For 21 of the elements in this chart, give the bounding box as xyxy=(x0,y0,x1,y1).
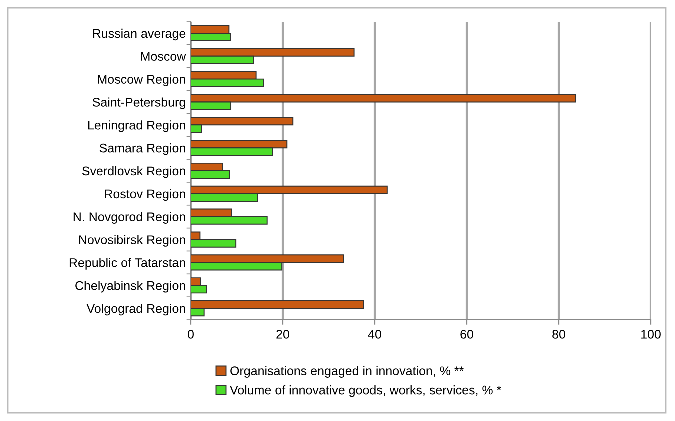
x-tick-label: 100 xyxy=(642,330,661,339)
y-tick-label: Chelyabinsk Region xyxy=(76,281,186,293)
y-tick-label: Volgograd Region xyxy=(86,304,186,316)
x-tick-label: 80 xyxy=(552,330,566,339)
x-tick-label: 0 xyxy=(188,330,194,339)
y-tick-label: Novosibirsk Region xyxy=(79,235,186,247)
legend-label: Volume of innovative goods, works, services, % * xyxy=(230,386,502,398)
y-tick-label: Samara Region xyxy=(100,144,186,156)
y-tick-label: Leningrad Region xyxy=(88,120,186,132)
y-tick-label: N. Novgorod Region xyxy=(74,212,186,224)
y-tick-label: Republic of Tatarstan xyxy=(70,258,186,270)
y-tick-label: Rostov Region xyxy=(105,189,186,202)
y-tick-label: Moscow xyxy=(141,52,186,62)
y-tick-label: Russian average xyxy=(93,28,186,41)
y-tick-label: Saint-Petersburg xyxy=(92,98,186,110)
legend-label: Organisations engaged in innovation, % ** xyxy=(230,366,464,378)
y-tick-label: Sverdlovsk Region xyxy=(82,166,186,178)
x-tick-label: 20 xyxy=(276,330,290,339)
y-tick-label: Moscow Region xyxy=(98,74,186,86)
x-tick-label: 60 xyxy=(460,330,474,339)
x-tick-label: 40 xyxy=(368,330,382,339)
